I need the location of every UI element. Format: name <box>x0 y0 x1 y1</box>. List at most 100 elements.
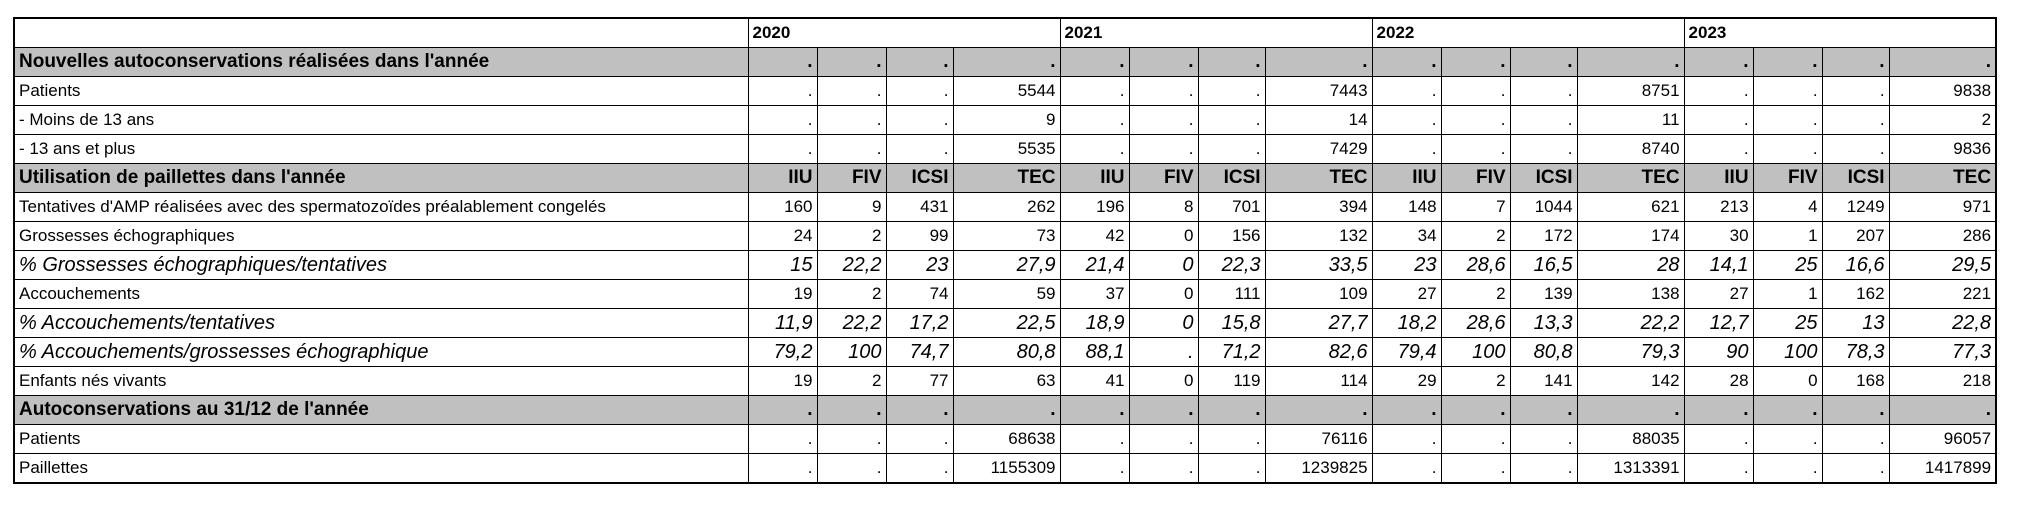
cell: ICSI <box>1197 163 1266 193</box>
cell: 221 <box>1888 279 1997 309</box>
cell: 148 <box>1371 192 1442 222</box>
row-label: - 13 ans et plus <box>13 134 749 164</box>
cell: FIV <box>1128 163 1199 193</box>
cell: . <box>885 453 954 484</box>
cell: 23 <box>1371 250 1442 280</box>
cell: 8740 <box>1576 134 1685 164</box>
cell: . <box>1440 134 1511 164</box>
row-label: % Grossesses échographiques/tentatives <box>13 250 749 280</box>
cell: . <box>816 424 887 454</box>
cell: ICSI <box>1509 163 1578 193</box>
cell: 7443 <box>1264 76 1373 106</box>
cell: 9836 <box>1888 134 1997 164</box>
cell: . <box>1821 47 1890 77</box>
cell: 160 <box>747 192 818 222</box>
cell: . <box>1128 105 1199 135</box>
cell: 100 <box>1752 337 1823 367</box>
cell: 24 <box>747 221 818 251</box>
cell: . <box>885 76 954 106</box>
cell: . <box>747 47 818 77</box>
cell: . <box>1683 47 1754 77</box>
cell: . <box>1059 105 1130 135</box>
cell: . <box>1059 424 1130 454</box>
cell: . <box>1371 47 1442 77</box>
year-header: 2022 <box>1371 17 1685 48</box>
cell: 2 <box>1440 221 1511 251</box>
year-header-row: 2020 2021 2022 2023 <box>13 17 1997 48</box>
cell: TEC <box>1576 163 1685 193</box>
cell: 0 <box>1128 366 1199 396</box>
cell: 18,9 <box>1059 308 1130 338</box>
cell: . <box>747 453 818 484</box>
cell: . <box>1683 395 1754 425</box>
cell: 25 <box>1752 250 1823 280</box>
cell: 14,1 <box>1683 250 1754 280</box>
cell: 2 <box>816 279 887 309</box>
row-label: Patients <box>13 424 749 454</box>
cell: . <box>1440 424 1511 454</box>
cell: 0 <box>1128 221 1199 251</box>
cell: 78,3 <box>1821 337 1890 367</box>
cell: . <box>1371 395 1442 425</box>
cell: 21,4 <box>1059 250 1130 280</box>
cell: . <box>1509 134 1578 164</box>
cell: . <box>1683 453 1754 484</box>
data-row: Accouchements 19 2 74 59 37 0 111 109 27 2 139 138 27… <box>13 279 1997 309</box>
cell: 8 <box>1128 192 1199 222</box>
cell: 34 <box>1371 221 1442 251</box>
cell: 119 <box>1197 366 1266 396</box>
cell: 7429 <box>1264 134 1373 164</box>
cell: 0 <box>1128 279 1199 309</box>
cell: 196 <box>1059 192 1130 222</box>
cell: . <box>1440 47 1511 77</box>
cell: . <box>1888 395 1997 425</box>
cell: 77,3 <box>1888 337 1997 367</box>
cell: 96057 <box>1888 424 1997 454</box>
cell: . <box>1752 47 1823 77</box>
cell: FIV <box>816 163 887 193</box>
row-label: - Moins de 13 ans <box>13 105 749 135</box>
cell: 73 <box>952 221 1061 251</box>
data-row: % Accouchements/tentatives 11,9 22,2 17,2 22… <box>13 308 1997 338</box>
data-row: Grossesses échographiques 24 2 99 73 42 0 156 13… <box>13 221 1997 251</box>
cell: 16,5 <box>1509 250 1578 280</box>
cell: 11 <box>1576 105 1685 135</box>
cell: 0 <box>1128 250 1199 280</box>
cell: . <box>1509 453 1578 484</box>
cell: . <box>1197 105 1266 135</box>
cell: . <box>747 395 818 425</box>
cell: . <box>1683 76 1754 106</box>
cell: 8751 <box>1576 76 1685 106</box>
cell: 13,3 <box>1509 308 1578 338</box>
data-row: Tentatives d'AMP réalisées avec des sper… <box>13 192 1997 222</box>
cell: 1 <box>1752 221 1823 251</box>
section-row: Utilisation de paillettes dans l'année II… <box>13 163 1997 193</box>
cell: 15 <box>747 250 818 280</box>
section-row: Nouvelles autoconservations réalisées da… <box>13 47 1997 77</box>
cell: 9 <box>952 105 1061 135</box>
cell: . <box>1197 134 1266 164</box>
data-row: Patients... 5544... 7443... 8751... 9838 <box>13 76 1997 106</box>
cell: 138 <box>1576 279 1685 309</box>
cell: 59 <box>952 279 1061 309</box>
cell: 286 <box>1888 221 1997 251</box>
cell: 213 <box>1683 192 1754 222</box>
cell: 431 <box>885 192 954 222</box>
cell: . <box>1752 105 1823 135</box>
cell: 1313391 <box>1576 453 1685 484</box>
cell: . <box>1440 76 1511 106</box>
cell: 139 <box>1509 279 1578 309</box>
data-row: % Grossesses échographiques/tentatives 15… <box>13 250 1997 280</box>
cell: . <box>1752 134 1823 164</box>
cell: . <box>1128 134 1199 164</box>
section-row: Autoconservations au 31/12 de l'année...… <box>13 395 1997 425</box>
cell: 28,6 <box>1440 250 1511 280</box>
cell: . <box>1128 424 1199 454</box>
cell: . <box>1128 76 1199 106</box>
cell: . <box>1264 395 1373 425</box>
cell: 77 <box>885 366 954 396</box>
cell: 0 <box>1128 308 1199 338</box>
cell: 14 <box>1264 105 1373 135</box>
data-row: Patients... 68638... 76116... 88035... 96057 <box>13 424 1997 454</box>
cell: 5544 <box>952 76 1061 106</box>
